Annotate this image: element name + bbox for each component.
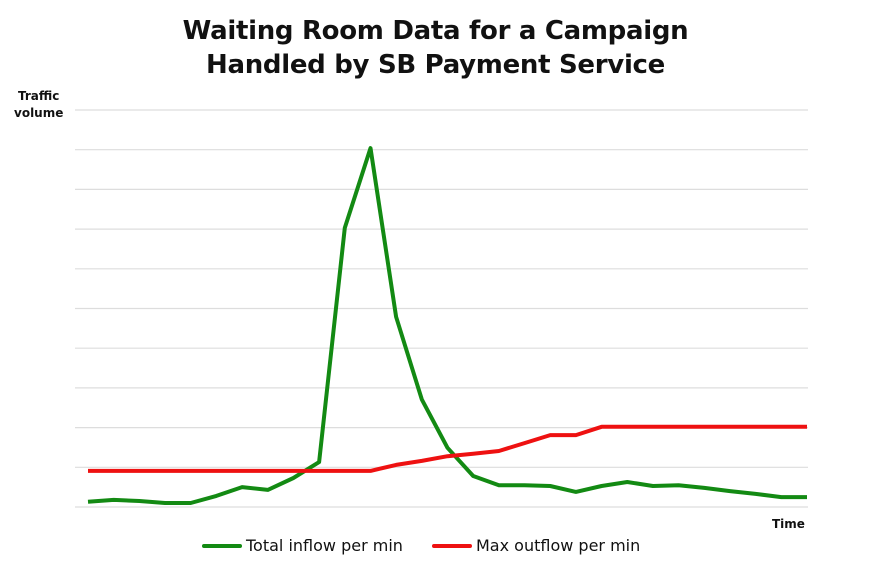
legend: Total inflow per min Max outflow per min	[0, 536, 871, 560]
legend-label-outflow: Max outflow per min	[476, 536, 641, 555]
legend-item-outflow: Max outflow per min	[432, 536, 640, 555]
x-axis-label: Time	[772, 517, 805, 531]
chart-title-line-2: Handled by SB Payment Service	[206, 50, 665, 80]
legend-swatch-inflow	[202, 543, 242, 548]
legend-item-inflow: Total inflow per min	[202, 536, 403, 555]
legend-swatch-outflow	[432, 543, 472, 548]
y-axis-label-line-1: Traffic	[17, 89, 60, 103]
y-axis-label-line-2: volume	[14, 106, 64, 120]
chart-title-line-1: Waiting Room Data for a Campaign	[182, 16, 689, 46]
y-axis-label: Traffic volume	[14, 88, 63, 122]
chart-title: Waiting Room Data for a Campaign Handled…	[0, 14, 871, 82]
legend-label-inflow: Total inflow per min	[246, 536, 403, 555]
series-line-inflow	[87, 146, 807, 505]
series-line-outflow	[88, 424, 807, 473]
